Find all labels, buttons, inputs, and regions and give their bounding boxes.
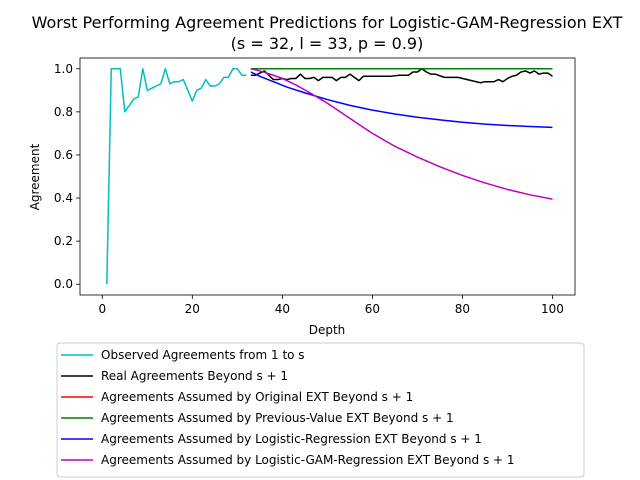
series-line-2 bbox=[250, 68, 553, 84]
legend-label: Agreements Assumed by Logistic-Regressio… bbox=[101, 432, 482, 446]
y-axis: 0.0 0.2 0.4 0.6 0.8 1.0 bbox=[54, 62, 80, 291]
legend-label: Observed Agreements from 1 to s bbox=[101, 348, 305, 362]
legend-label: Agreements Assumed by Logistic-GAM-Regre… bbox=[101, 453, 515, 467]
y-tick-label: 0.2 bbox=[54, 234, 73, 248]
x-tick-label: 100 bbox=[541, 302, 564, 316]
legend-label: Real Agreements Beyond s + 1 bbox=[101, 369, 288, 383]
x-tick-label: 20 bbox=[185, 302, 200, 316]
x-axis: 0 20 40 60 80 100 bbox=[98, 295, 564, 316]
legend-label: Agreements Assumed by Previous-Value EXT… bbox=[101, 411, 454, 425]
y-tick-label: 0.6 bbox=[54, 148, 73, 162]
series-line-5 bbox=[250, 71, 553, 129]
legend: Observed Agreements from 1 to s Real Agre… bbox=[56, 342, 585, 478]
plot-series bbox=[106, 68, 553, 285]
y-tick-label: 1.0 bbox=[54, 62, 73, 76]
x-tick-label: 60 bbox=[365, 302, 380, 316]
plot-frame bbox=[79, 57, 576, 296]
y-tick-label: 0.4 bbox=[54, 191, 73, 205]
x-tick-label: 80 bbox=[455, 302, 470, 316]
chart-title-line1: Worst Performing Agreement Predictions f… bbox=[32, 13, 623, 32]
x-axis-label: Depth bbox=[309, 323, 346, 337]
series-line-6 bbox=[250, 68, 553, 200]
legend-label: Agreements Assumed by Original EXT Beyon… bbox=[101, 390, 413, 404]
series-line-1 bbox=[106, 68, 247, 285]
chart-title-line2: (s = 32, l = 33, p = 0.9) bbox=[231, 34, 424, 53]
y-tick-label: 0.0 bbox=[54, 277, 73, 291]
y-tick-label: 0.8 bbox=[54, 105, 73, 119]
y-axis-label: Agreement bbox=[28, 143, 42, 210]
legend-frame bbox=[56, 342, 585, 478]
x-tick-label: 40 bbox=[275, 302, 290, 316]
x-tick-label: 0 bbox=[98, 302, 106, 316]
